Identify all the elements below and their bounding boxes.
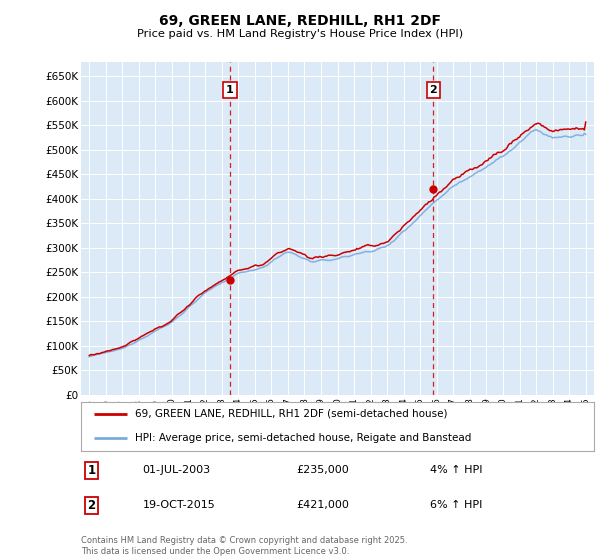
Text: 1: 1 (87, 464, 95, 477)
Text: £235,000: £235,000 (296, 465, 349, 475)
Text: 1: 1 (226, 85, 234, 95)
Text: 6% ↑ HPI: 6% ↑ HPI (430, 501, 482, 510)
Text: 4% ↑ HPI: 4% ↑ HPI (430, 465, 482, 475)
Text: Contains HM Land Registry data © Crown copyright and database right 2025.
This d: Contains HM Land Registry data © Crown c… (81, 536, 407, 556)
Text: £421,000: £421,000 (296, 501, 349, 510)
Text: 19-OCT-2015: 19-OCT-2015 (143, 501, 215, 510)
Text: 01-JUL-2003: 01-JUL-2003 (143, 465, 211, 475)
Text: 2: 2 (430, 85, 437, 95)
Text: 69, GREEN LANE, REDHILL, RH1 2DF: 69, GREEN LANE, REDHILL, RH1 2DF (159, 14, 441, 28)
Text: Price paid vs. HM Land Registry's House Price Index (HPI): Price paid vs. HM Land Registry's House … (137, 29, 463, 39)
Text: 2: 2 (87, 499, 95, 512)
Text: 69, GREEN LANE, REDHILL, RH1 2DF (semi-detached house): 69, GREEN LANE, REDHILL, RH1 2DF (semi-d… (135, 409, 448, 419)
Text: HPI: Average price, semi-detached house, Reigate and Banstead: HPI: Average price, semi-detached house,… (135, 433, 471, 444)
